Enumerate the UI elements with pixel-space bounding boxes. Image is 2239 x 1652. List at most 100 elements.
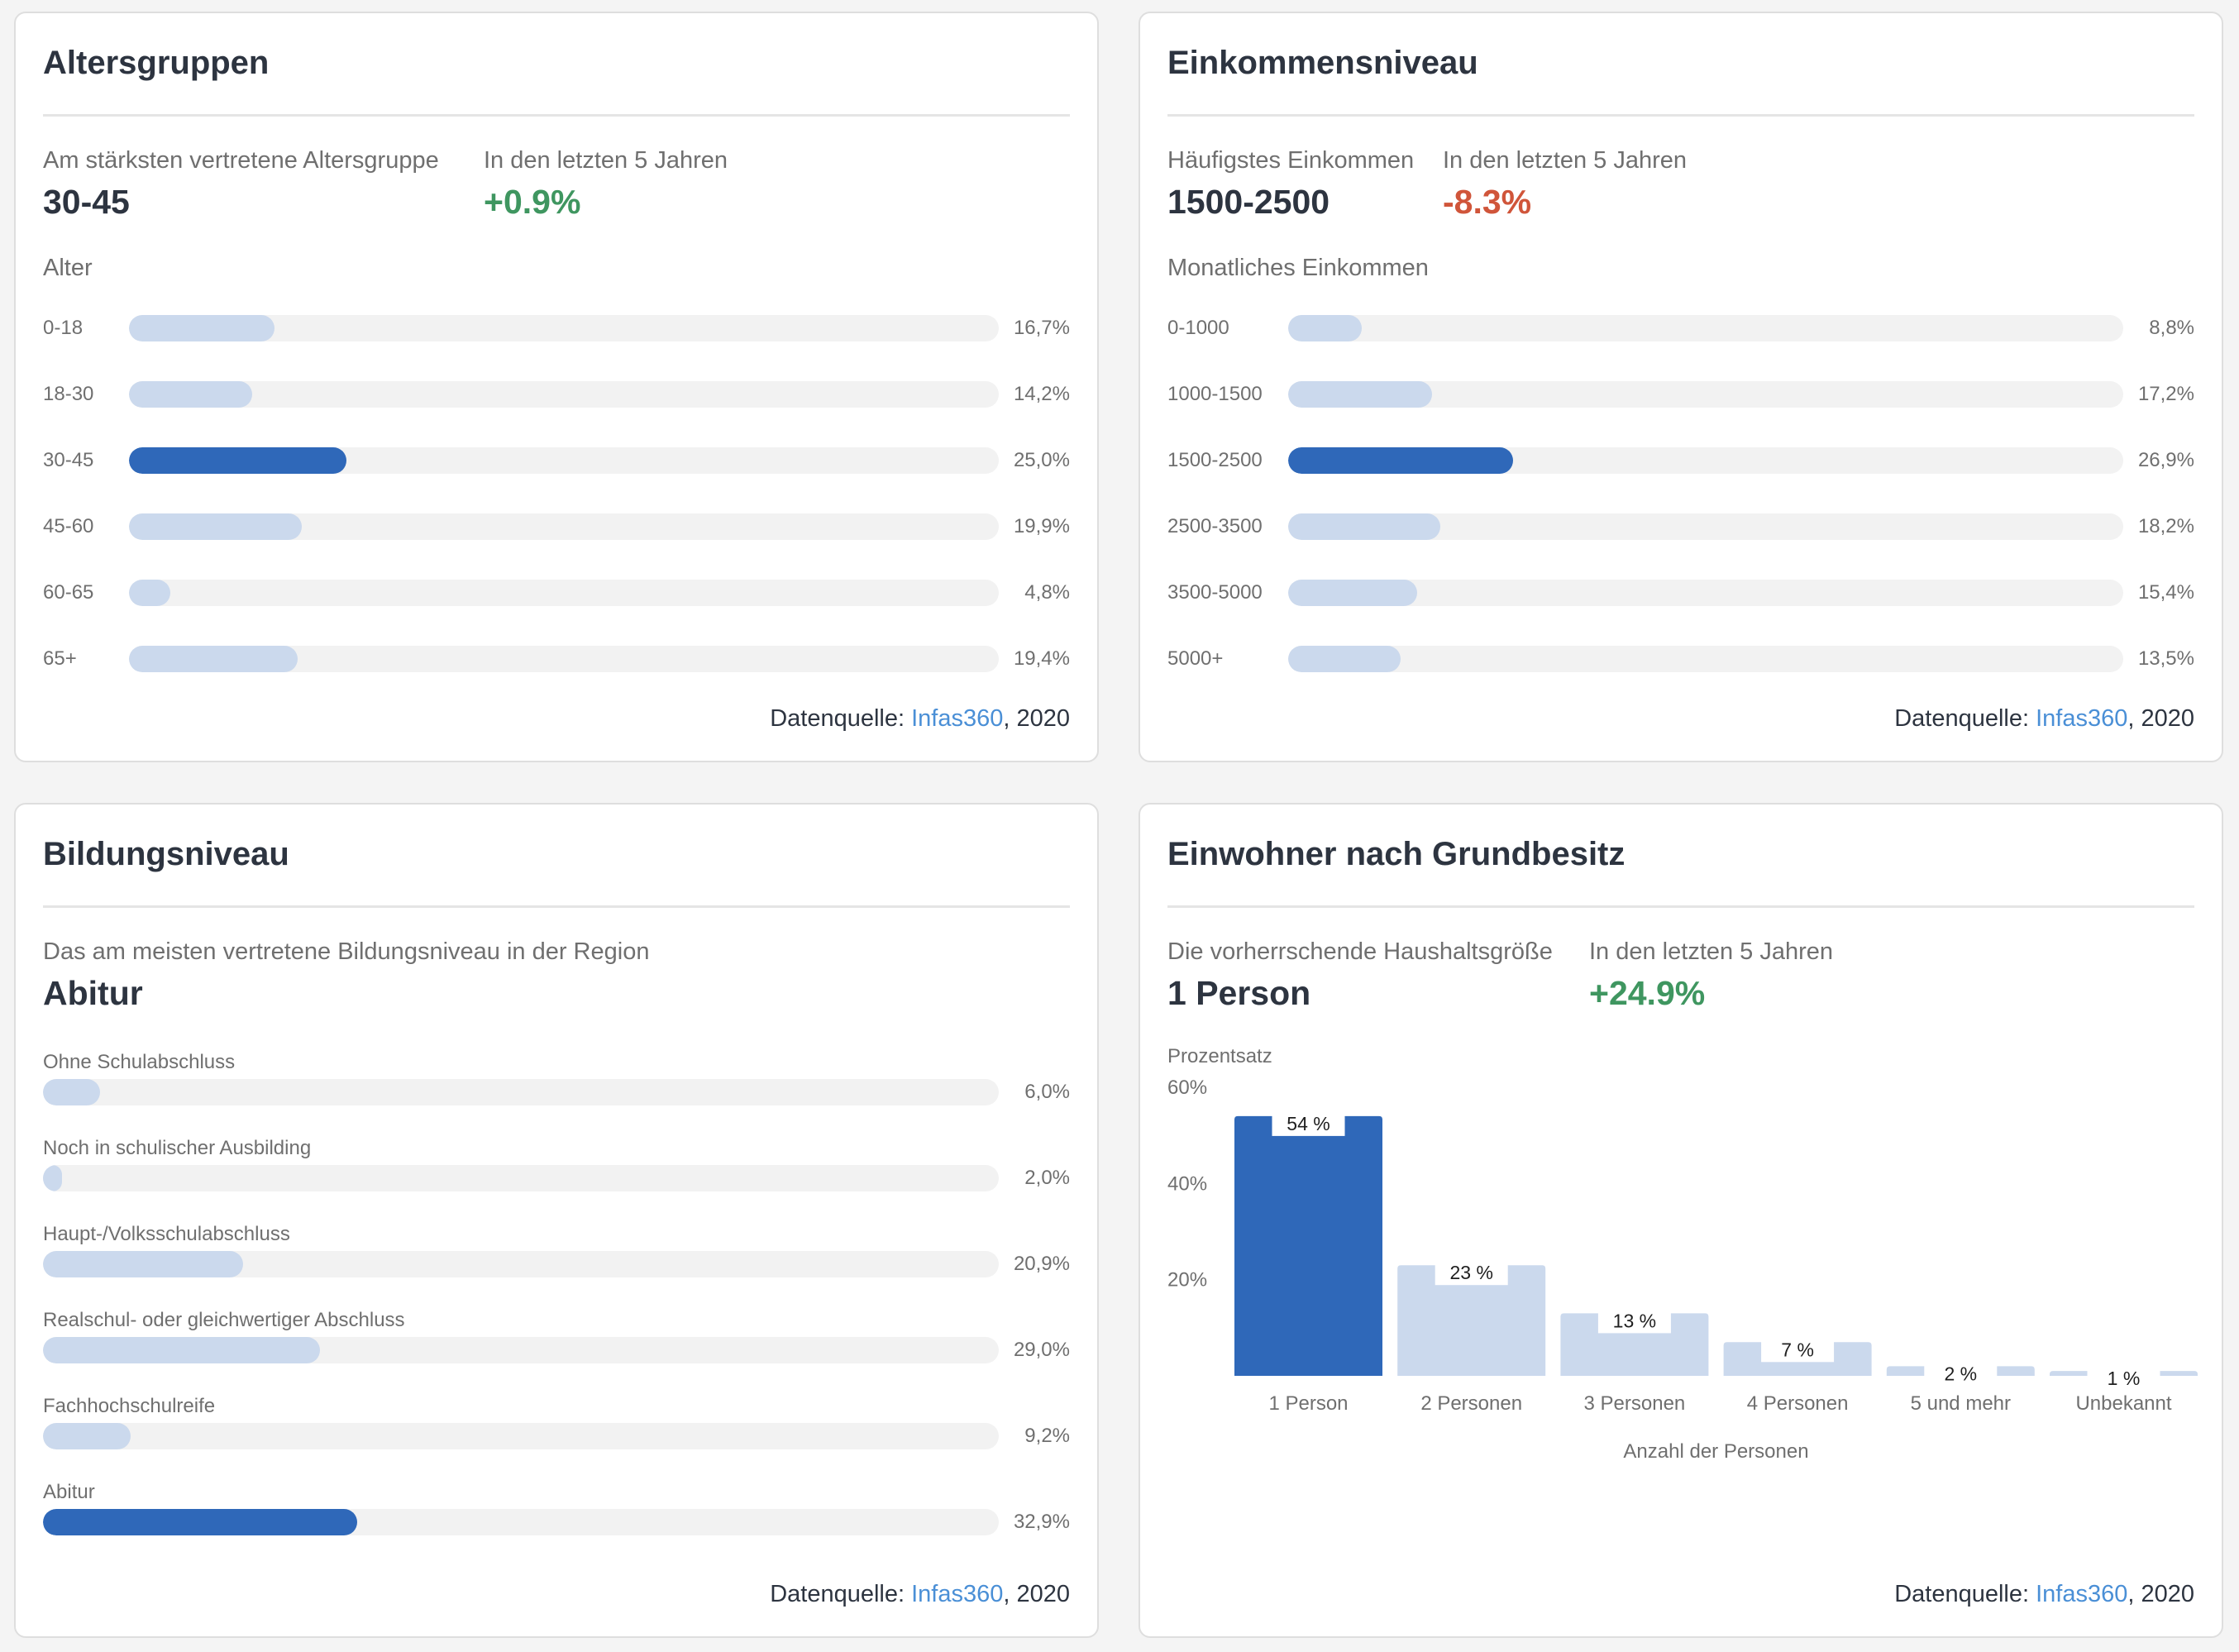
bar-fill <box>1288 447 1513 474</box>
bar-fill <box>129 646 298 672</box>
data-source: Datenquelle: Infas360, 2020 <box>770 1581 1070 1608</box>
trend-value: +24.9% <box>1589 974 1706 1012</box>
data-label-bg <box>1924 1361 1998 1387</box>
bar-row: 5000+ 13,5% <box>1167 645 2194 673</box>
kpi-value: 1 Person <box>1167 974 1311 1012</box>
data-label: 13 % <box>1613 1310 1656 1331</box>
trend-label: In den letzten 5 Jahren <box>1443 147 1688 174</box>
bar-value: 32,9% <box>1013 1511 1070 1533</box>
bar-value: 18,2% <box>2137 515 2194 537</box>
bar-label: 0-18 <box>43 317 84 339</box>
bar-track <box>43 1509 999 1535</box>
bar-fill <box>129 315 275 341</box>
x-tick-label: Unbekannt <box>2075 1392 2171 1415</box>
bar-fill <box>43 1509 358 1535</box>
bar-row: Haupt-/Volksschulabschluss 20,9% <box>43 1223 1070 1277</box>
bar-fill <box>129 580 171 606</box>
source-suffix: , 2020 <box>2127 1581 2194 1607</box>
bar-value: 13,5% <box>2137 647 2194 670</box>
bar-row: Realschul- oder gleichwertiger Abschluss… <box>43 1309 1070 1363</box>
bar-value: 25,0% <box>1013 449 1070 471</box>
bar-track <box>43 1337 999 1363</box>
bar-value: 15,4% <box>2137 581 2194 604</box>
bar-fill <box>1288 381 1432 408</box>
bar-label: Abitur <box>43 1481 95 1503</box>
bar-fill <box>43 1251 243 1277</box>
bar-label: Noch in schulischer Ausbilding <box>43 1137 312 1159</box>
bar-track <box>129 580 999 606</box>
divider <box>1167 114 2194 117</box>
bar-row: 60-65 4,8% <box>43 579 1070 607</box>
household-column-chart: Prozentsatz 20% 40% 60% 54 % 1 Person 23 % 2 Pe… <box>1167 1045 2198 1463</box>
bar-row: Noch in schulischer Ausbilding 2,0% <box>43 1137 1070 1191</box>
kpi-value: Abitur <box>43 974 143 1012</box>
card-title: Altersgruppen <box>43 45 270 81</box>
bar-row: 18-30 14,2% <box>43 380 1070 408</box>
bar-label: 60-65 <box>43 581 94 604</box>
kpi-label: Die vorherrschende Haushaltsgröße <box>1167 938 1553 965</box>
bar-fill <box>129 513 303 540</box>
bar-fill <box>129 381 253 408</box>
bar-fill <box>1288 580 1417 606</box>
data-label: 7 % <box>1781 1339 1814 1360</box>
bar-row: 1500-2500 26,9% <box>1167 446 2194 475</box>
source-link[interactable]: Infas360 <box>2036 705 2128 732</box>
bar-value: 19,9% <box>1013 515 1070 537</box>
bar-track <box>43 1251 999 1277</box>
y-tick-label: 40% <box>1167 1172 1207 1195</box>
bar-row: 30-45 25,0% <box>43 446 1070 475</box>
bar-row: 1000-1500 17,2% <box>1167 380 2194 408</box>
x-tick-label: 1 Person <box>1268 1392 1348 1415</box>
source-prefix: Datenquelle: <box>1894 705 2036 732</box>
section-label: Monatliches Einkommen <box>1167 255 1429 281</box>
column-bar <box>1234 1115 1382 1376</box>
bar-track <box>43 1079 999 1105</box>
bar-value: 2,0% <box>1024 1167 1070 1189</box>
data-label-bg <box>2087 1366 2160 1392</box>
data-label: 2 % <box>1944 1363 1977 1384</box>
card-title: Bildungsniveau <box>43 836 289 872</box>
bar-track <box>1288 381 2123 408</box>
data-label-bg <box>1435 1260 1508 1286</box>
source-link[interactable]: Infas360 <box>911 1581 1004 1607</box>
source-suffix: , 2020 <box>2127 705 2194 732</box>
age-card: Altersgruppen Am stärksten vertretene Al… <box>14 12 1099 762</box>
trend-value: -8.3% <box>1443 183 1532 221</box>
data-label: 23 % <box>1449 1262 1492 1283</box>
bar-label: 3500-5000 <box>1167 581 1263 604</box>
source-link[interactable]: Infas360 <box>2036 1581 2128 1607</box>
section-label: Alter <box>43 255 93 281</box>
bar-track <box>43 1423 999 1449</box>
divider <box>43 905 1070 908</box>
divider <box>1167 905 2194 908</box>
column-bar <box>1397 1265 1546 1376</box>
bar-label: Realschul- oder gleichwertiger Abschluss <box>43 1309 405 1331</box>
bar-row: 0-1000 8,8% <box>1167 314 2194 342</box>
x-tick-label: 3 Personen <box>1584 1392 1686 1415</box>
kpi-label: Häufigstes Einkommen <box>1167 147 1415 174</box>
trend-label: In den letzten 5 Jahren <box>1589 938 1834 965</box>
bar-track <box>129 381 999 408</box>
source-suffix: , 2020 <box>1003 705 1070 732</box>
kpi-value: 30-45 <box>43 183 130 221</box>
card-title: Einwohner nach Grundbesitz <box>1167 836 1626 872</box>
x-tick-label: 4 Personen <box>1747 1392 1849 1415</box>
bar-row: 3500-5000 15,4% <box>1167 579 2194 607</box>
kpi-label: Das am meisten vertretene Bildungsniveau… <box>43 938 650 965</box>
source-link[interactable]: Infas360 <box>911 705 1004 732</box>
trend-label: In den letzten 5 Jahren <box>484 147 728 174</box>
bar-label: 1500-2500 <box>1167 449 1263 471</box>
data-label-bg <box>1272 1110 1345 1136</box>
bar-label: 1000-1500 <box>1167 383 1263 405</box>
bar-label: Ohne Schulabschluss <box>43 1051 236 1073</box>
education-card: Bildungsniveau Das am meisten vertretene… <box>14 803 1099 1638</box>
bar-fill <box>43 1165 63 1191</box>
bar-row: 2500-3500 18,2% <box>1167 513 2194 541</box>
income-card: Einkommensniveau Häufigstes Einkommen 15… <box>1139 12 2223 762</box>
bar-value: 14,2% <box>1013 383 1070 405</box>
bar-fill <box>1288 646 1401 672</box>
bar-track <box>129 646 999 672</box>
bar-track <box>1288 580 2123 606</box>
y-axis-title: Prozentsatz <box>1167 1045 1272 1067</box>
bar-label: 18-30 <box>43 383 94 405</box>
